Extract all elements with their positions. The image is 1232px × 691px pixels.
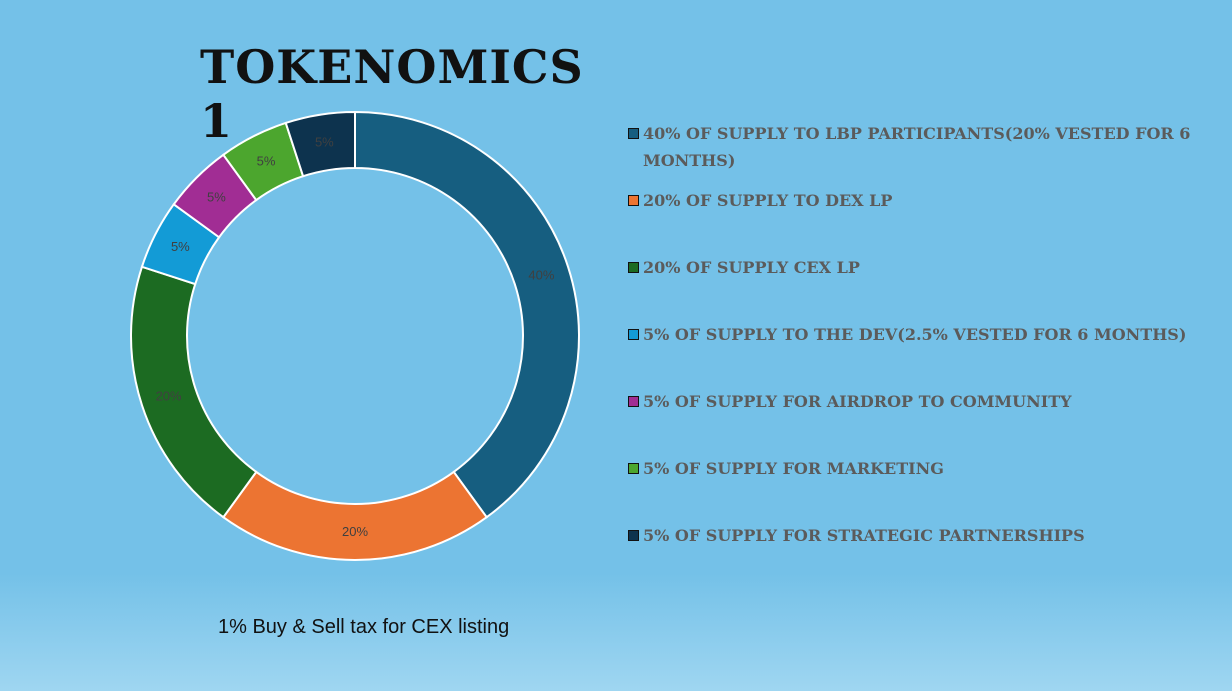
data-label-2: 20% xyxy=(342,524,368,539)
legend-item-3: 20% of supply CEX LP xyxy=(628,254,1208,281)
slice-3 xyxy=(130,265,258,519)
slice-7 xyxy=(284,110,356,178)
data-label-3: 20% xyxy=(156,389,182,404)
data-label-6: 5% xyxy=(257,153,276,168)
data-label-1: 40% xyxy=(528,267,554,282)
legend-swatch xyxy=(628,195,639,206)
legend-item-2: 20% of supply to DEX LP xyxy=(628,187,1208,214)
footnote: 1% Buy & Sell tax for CEX listing xyxy=(218,616,510,638)
legend-label: 20% of supply CEX LP xyxy=(643,258,860,277)
slice-2 xyxy=(221,470,489,561)
legend-label: 5% of supply to the dev(2.5% vested for … xyxy=(643,325,1187,344)
legend-item-5: 5% of supply for airdrop to community xyxy=(628,388,1208,415)
legend-label: 20% of supply to DEX LP xyxy=(643,191,893,210)
data-label-7: 5% xyxy=(315,134,334,149)
legend-swatch xyxy=(628,128,639,139)
legend-swatch xyxy=(628,329,639,340)
legend-item-1: 40% of supply to LBP participants(20% ve… xyxy=(628,120,1208,174)
legend-swatch xyxy=(628,396,639,407)
legend-swatch xyxy=(628,262,639,273)
slice-1 xyxy=(354,110,580,519)
legend-label: 5% of supply for strategic partnerships xyxy=(643,526,1085,545)
data-label-5: 5% xyxy=(207,189,226,204)
donut-chart: 40% 20% 20% 5% 5% 5% 5% xyxy=(130,110,580,561)
legend-swatch xyxy=(628,530,639,541)
legend-item-7: 5% of supply for strategic partnerships xyxy=(628,522,1208,549)
legend-label: 40% of supply to LBP participants(20% ve… xyxy=(643,124,1191,170)
legend-item-6: 5% of supply for marketing xyxy=(628,455,1208,482)
legend-swatch xyxy=(628,463,639,474)
data-label-4: 5% xyxy=(171,239,190,254)
legend-label: 5% of supply for marketing xyxy=(643,459,944,478)
legend-label: 5% of supply for airdrop to community xyxy=(643,392,1072,411)
chart-title: TOKENOMICS 1 xyxy=(200,40,584,148)
legend-item-4: 5% of supply to the dev(2.5% vested for … xyxy=(628,321,1208,348)
